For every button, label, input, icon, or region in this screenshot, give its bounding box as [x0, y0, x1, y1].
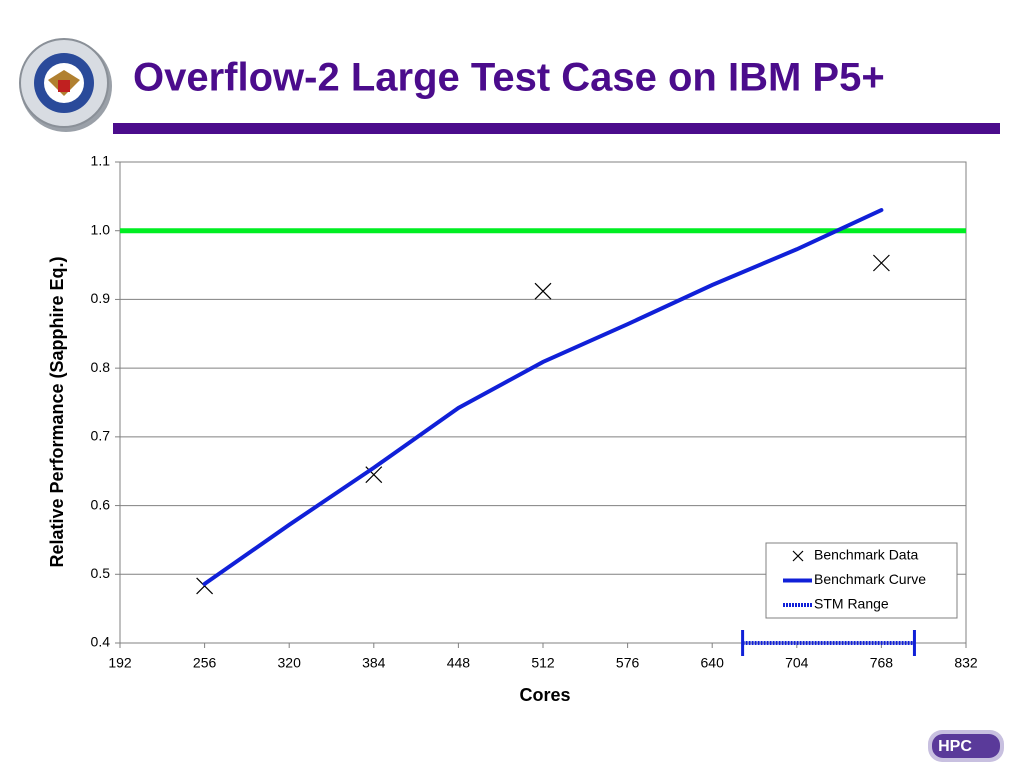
hpc-logo: HPC: [928, 730, 1004, 762]
slide-title: Overflow-2 Large Test Case on IBM P5+: [133, 56, 885, 100]
y-tick-label: 0.6: [91, 496, 111, 512]
x-tick-label: 448: [447, 655, 471, 671]
dod-seal: [19, 38, 112, 132]
x-axis-label: Cores: [519, 685, 570, 705]
y-tick-label: 0.9: [91, 290, 111, 306]
y-tick-label: 1.0: [91, 221, 111, 237]
y-tick-label: 0.4: [91, 634, 111, 650]
y-tick-label: 0.5: [91, 565, 111, 581]
legend-swatch: [792, 550, 804, 562]
x-tick-label: 512: [531, 655, 555, 671]
x-tick-label: 576: [616, 655, 640, 671]
logo-text: HPC: [938, 738, 972, 755]
data-point: [872, 254, 890, 272]
x-tick-label: 768: [870, 655, 894, 671]
x-tick-label: 320: [278, 655, 302, 671]
data-point: [534, 282, 552, 300]
y-axis-label: Relative Performance (Sapphire Eq.): [47, 256, 67, 567]
title-bar: [113, 123, 1000, 134]
y-tick-label: 1.1: [91, 153, 111, 169]
x-tick-label: 192: [108, 655, 132, 671]
legend-label: Benchmark Curve: [814, 571, 926, 587]
curve-line: [202, 208, 884, 586]
x-tick-label: 704: [785, 655, 809, 671]
x-tick-label: 640: [701, 655, 725, 671]
x-tick-label: 384: [362, 655, 386, 671]
x-tick-label: 256: [193, 655, 217, 671]
y-tick-label: 0.7: [91, 428, 111, 444]
y-tick-label: 0.8: [91, 359, 111, 375]
legend-label: STM Range: [814, 596, 889, 612]
legend-label: Benchmark Data: [814, 547, 918, 563]
x-tick-label: 832: [954, 655, 978, 671]
